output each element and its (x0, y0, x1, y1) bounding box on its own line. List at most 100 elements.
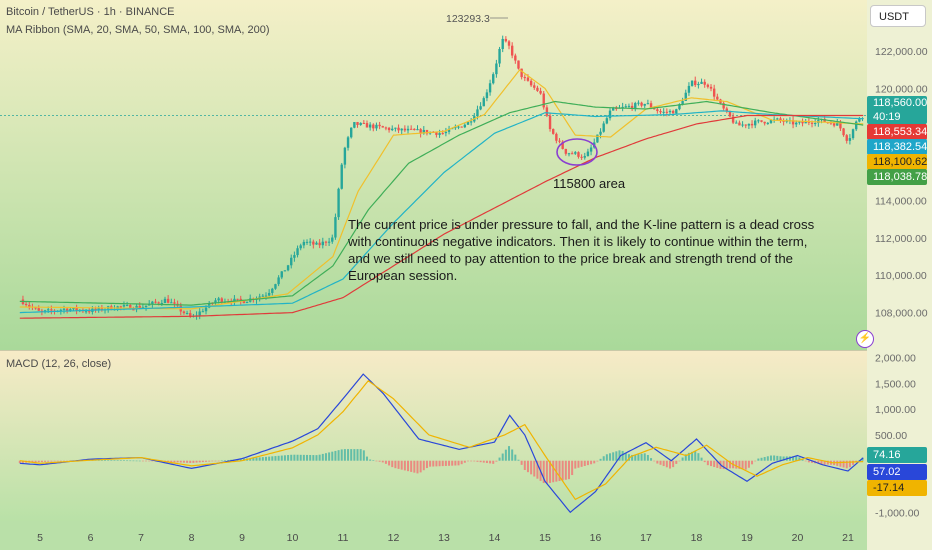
histogram-bar (479, 460, 482, 463)
candle-body (599, 131, 602, 135)
histogram-bar (315, 455, 318, 461)
histogram-bar (751, 460, 754, 465)
histogram-bar (66, 460, 69, 462)
analysis-line: European session. (348, 268, 458, 283)
histogram-bar (34, 460, 37, 463)
histogram-bar (580, 460, 583, 467)
lightning-icon[interactable]: ⚡ (856, 330, 874, 348)
histogram-bar (359, 449, 362, 461)
candle-body (466, 121, 470, 125)
histogram-bar (277, 455, 280, 461)
histogram-bar (444, 460, 447, 466)
candle-body (387, 127, 391, 131)
histogram-bar (362, 450, 365, 461)
candle-body (507, 41, 511, 46)
histogram-bar (697, 453, 700, 461)
histogram-bar (403, 460, 406, 471)
histogram-bar (763, 457, 766, 461)
candle-body (851, 129, 855, 139)
last-price-value: 118,560.00 (873, 97, 928, 109)
candle-body (100, 307, 104, 311)
histogram-bar (249, 458, 252, 461)
candle-body (501, 38, 504, 49)
candle-body (763, 121, 766, 124)
candle-body (558, 140, 561, 142)
histogram-bar (192, 460, 195, 463)
histogram-bar (59, 460, 62, 462)
currency-selector[interactable]: USDT (870, 5, 926, 27)
macd-title[interactable]: MACD (12, 26, close) (6, 358, 112, 370)
candle-body (441, 133, 444, 135)
histogram-bar (520, 460, 523, 465)
candle-body (498, 48, 501, 64)
histogram-bar (268, 456, 271, 461)
histogram-bar (413, 460, 416, 473)
candle-body (697, 83, 700, 86)
histogram-bar (189, 460, 192, 463)
candle-body (583, 156, 586, 158)
candle-body (858, 118, 861, 122)
candle-body (662, 111, 665, 113)
histogram-bar (792, 456, 795, 461)
candle-body (144, 305, 148, 308)
candle-body (684, 92, 687, 101)
histogram-bar (542, 460, 545, 484)
time-axis-tick: 8 (189, 532, 195, 544)
macd-series-macd (19, 373, 864, 514)
candle-body (274, 284, 277, 289)
histogram-bar (476, 460, 479, 462)
histogram-bar (567, 460, 570, 480)
histogram-bar (44, 460, 47, 462)
candle-body (258, 296, 261, 299)
candle-body (798, 121, 801, 123)
histogram-bar (656, 460, 659, 464)
candle-body (312, 241, 315, 245)
candle-body (605, 118, 609, 124)
histogram-bar (618, 450, 621, 461)
candle-body (646, 103, 650, 105)
histogram-bar (612, 452, 615, 461)
histogram-bar (609, 453, 612, 461)
time-axis-tick: 18 (691, 532, 703, 544)
histogram-bar (217, 460, 220, 462)
price-axis-tick: 108,000.00 (875, 308, 928, 320)
histogram-bar (416, 460, 419, 474)
candle-body (65, 308, 69, 312)
histogram-bar (375, 460, 378, 462)
candle-body (151, 301, 154, 304)
histogram-bar (274, 456, 277, 461)
histogram-bar (457, 460, 460, 466)
histogram-bar (350, 449, 353, 461)
histogram-bar (407, 460, 410, 472)
histogram-bar (725, 460, 728, 469)
time-axis-tick: 16 (590, 532, 602, 544)
candle-body (643, 103, 646, 106)
candle-body (574, 152, 577, 154)
histogram-bar (820, 460, 823, 465)
moving-averages-layer (19, 68, 864, 319)
macd-axis-tick: -1,000.00 (875, 507, 920, 519)
histogram-bar (523, 460, 526, 470)
histogram-bar (135, 460, 138, 462)
histogram-bar (678, 460, 681, 462)
candle-body (750, 123, 754, 126)
candle-body (214, 300, 217, 304)
candle-body (542, 93, 545, 108)
candle-body (637, 102, 640, 104)
candle-body (807, 121, 811, 123)
candle-body (577, 152, 580, 157)
histogram-bar (517, 459, 520, 461)
histogram-bar (31, 460, 34, 463)
macd-axis-tick: 1,000.00 (875, 404, 916, 416)
candle-body (138, 305, 141, 309)
indicator-title[interactable]: MA Ribbon (SMA, 20, SMA, 50, SMA, 100, S… (6, 24, 270, 36)
histogram-bar (138, 460, 141, 462)
candle-body (476, 109, 479, 117)
candle-body (173, 302, 176, 304)
sma200-price-label: 118,553.34 (867, 124, 927, 140)
candle-body (204, 307, 208, 312)
price-pane-bg (0, 0, 867, 350)
time-axis-tick: 6 (88, 532, 94, 544)
symbol-title[interactable]: Bitcoin / TetherUS · 1h · BINANCE (6, 6, 175, 18)
